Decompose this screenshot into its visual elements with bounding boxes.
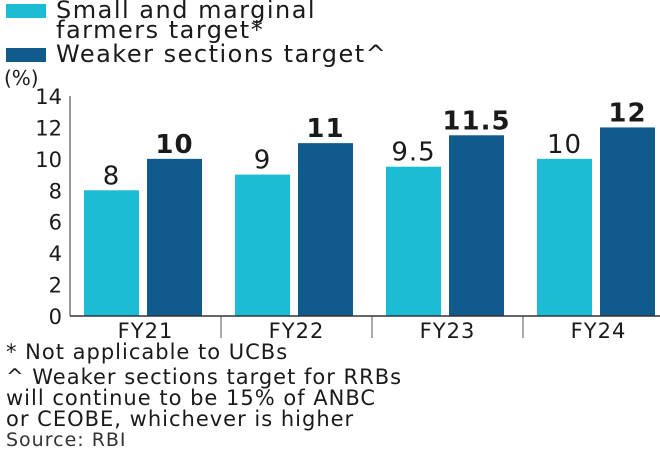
- legend-label: Small and marginal farmers target*: [56, 0, 317, 42]
- legend-label: Weaker sections target^: [56, 40, 388, 68]
- data-label: 8: [103, 161, 121, 191]
- y-tick-label: 8: [49, 179, 62, 203]
- y-tick-label: 12: [35, 116, 62, 140]
- footnote-1: * Not applicable to UCBs: [6, 340, 289, 364]
- legend-label-line1: Small and marginal: [56, 0, 317, 24]
- footnote-2-line2: will continue to be 15% of ANBC: [6, 386, 377, 410]
- bar-FY21-series-1: [84, 190, 139, 316]
- x-tick-label: FY23: [420, 319, 476, 343]
- bar-FY23-series-2: [449, 135, 504, 316]
- bar-FY22-series-1: [235, 174, 290, 316]
- x-tick-label: FY21: [118, 319, 174, 343]
- footnotes: * Not applicable to UCBs ^ Weaker sectio…: [6, 342, 402, 451]
- y-tick-label: 14: [35, 85, 62, 109]
- bar-chart: 0 2 4 6 8 10 12 14 8 10 FY21 9 11 FY22 9.511.5 FY23 10 12…: [35, 85, 660, 343]
- bar-FY24-series-1: [537, 158, 592, 316]
- y-tick-label: 6: [49, 211, 62, 235]
- data-label: 10: [155, 130, 193, 160]
- data-label: 12: [608, 98, 646, 128]
- x-tick-label: FY22: [269, 319, 325, 343]
- legend: Small and marginal farmers target* Weaker…: [6, 0, 387, 68]
- footnote-2-line1: ^ Weaker sections target for RRBs: [6, 365, 403, 389]
- data-label: 11.5: [442, 106, 510, 136]
- legend-item-small-marginal: Small and marginal farmers target*: [6, 0, 387, 42]
- data-label: 11: [306, 114, 344, 144]
- footnote-2-line3: or CEOBE, whichever is higher: [6, 407, 355, 431]
- bar-FY23-series-1: [386, 166, 441, 316]
- data-label: 9.5: [391, 138, 435, 168]
- legend-item-weaker-sections: Weaker sections target^: [6, 40, 388, 68]
- y-tick-label: 0: [49, 305, 62, 329]
- legend-label-line2: farmers target*: [56, 16, 265, 44]
- bar-FY24-series-2: [600, 127, 655, 316]
- legend-swatch: [6, 48, 46, 62]
- bar-FY22-series-2: [298, 143, 353, 316]
- bar-FY21-series-2: [147, 158, 202, 316]
- y-tick-label: 10: [35, 148, 62, 172]
- y-tick-label: 4: [49, 242, 62, 266]
- data-label: 10: [547, 130, 582, 160]
- data-label: 9: [254, 146, 272, 176]
- y-axis-unit: (%): [4, 66, 39, 90]
- x-tick-label: FY24: [571, 319, 627, 343]
- legend-swatch: [6, 4, 46, 18]
- y-tick-label: 2: [49, 274, 62, 298]
- source: Source: RBI: [6, 429, 127, 451]
